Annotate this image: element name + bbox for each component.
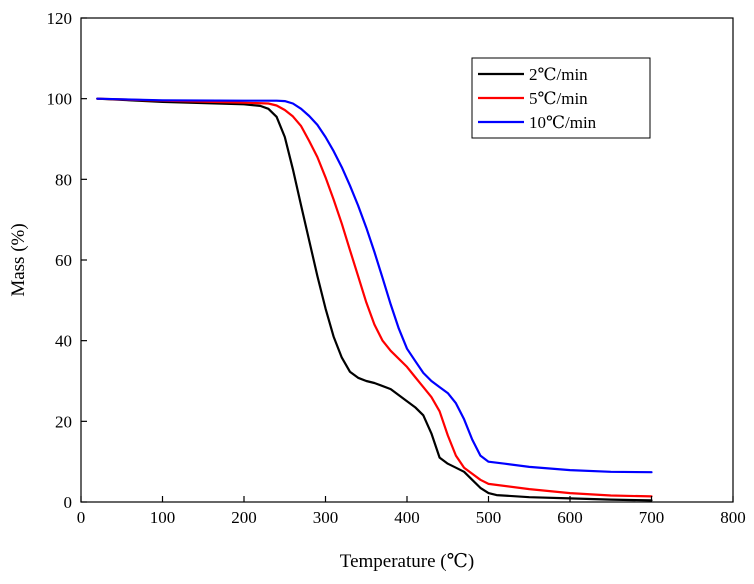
- legend-label-1: 5℃/min: [529, 89, 588, 108]
- x-tick-label-7: 700: [639, 508, 665, 527]
- tick-labels: 0 100 200 300 400 500 600 700 800 0 20 40 60 80 100 120: [47, 9, 746, 527]
- series-line-0: [96, 97, 653, 502]
- x-tick-label-0: 0: [77, 508, 86, 527]
- x-tick-label-2: 200: [231, 508, 257, 527]
- x-tick-label-4: 400: [394, 508, 420, 527]
- plot-frame: [80, 17, 734, 503]
- series-line-2: [96, 97, 653, 474]
- x-tick-label-8: 800: [720, 508, 746, 527]
- y-tick-label-5: 100: [47, 90, 73, 109]
- series-lines: [96, 97, 653, 502]
- series-line-1: [96, 97, 653, 498]
- x-tick-label-3: 300: [313, 508, 339, 527]
- y-tick-label-6: 120: [47, 9, 73, 28]
- y-axis-label: Mass (%): [8, 223, 29, 296]
- y-tick-label-2: 40: [55, 332, 72, 351]
- y-tick-label-1: 20: [55, 412, 72, 431]
- x-tick-label-5: 500: [476, 508, 502, 527]
- y-tick-label-3: 60: [55, 251, 72, 270]
- x-axis-label: Temperature (℃): [340, 551, 474, 572]
- legend: 2℃/min 5℃/min 10℃/min: [471, 57, 651, 139]
- legend-label-2: 10℃/min: [529, 113, 597, 132]
- y-tick-label-4: 80: [55, 170, 72, 189]
- x-tick-label-1: 100: [150, 508, 176, 527]
- axis-ticks: [80, 17, 734, 503]
- y-tick-label-0: 0: [64, 493, 73, 512]
- legend-label-0: 2℃/min: [529, 65, 588, 84]
- x-tick-label-6: 600: [557, 508, 583, 527]
